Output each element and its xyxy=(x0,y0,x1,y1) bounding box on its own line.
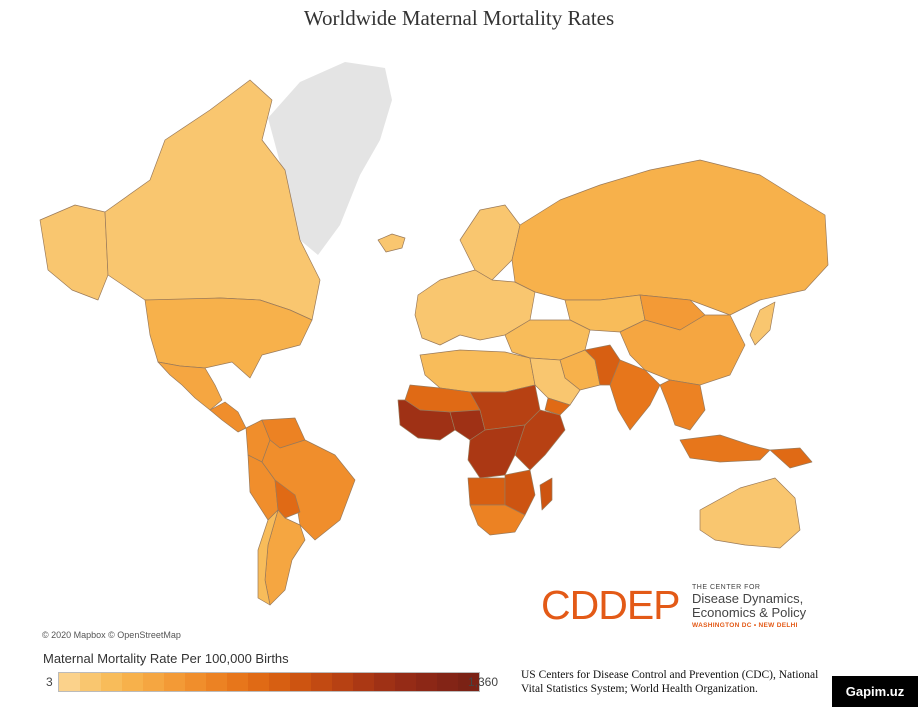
region-bolivia[interactable] xyxy=(274,479,301,519)
legend-max-label: 1,360 xyxy=(468,675,499,689)
region-alaska[interactable] xyxy=(39,204,109,301)
legend-title: Maternal Mortality Rate Per 100,000 Birt… xyxy=(43,651,289,666)
source-note: US Centers for Disease Control and Preve… xyxy=(521,668,851,696)
logo-locations: WASHINGTON DC • NEW DELHI xyxy=(692,622,798,629)
legend-color-ramp xyxy=(58,672,480,692)
region-china[interactable] xyxy=(619,314,746,386)
legend-swatch xyxy=(458,673,479,691)
region-arabian-peninsula[interactable] xyxy=(529,357,581,406)
legend-min-label: 3 xyxy=(46,675,53,689)
legend-swatch xyxy=(290,673,311,691)
region-east-africa[interactable] xyxy=(514,409,566,471)
source-line2: Vital Statistics System; World Health Or… xyxy=(521,683,758,695)
logo-wordmark: CDDEP xyxy=(541,582,681,628)
legend-swatch xyxy=(122,673,143,691)
cddep-logo: CDDEP THE CENTER FOR Disease Dynamics, E… xyxy=(541,582,841,642)
region-russia[interactable] xyxy=(511,159,829,316)
region-southern-africa[interactable] xyxy=(504,469,536,516)
region-angola[interactable] xyxy=(467,477,506,506)
legend-swatch xyxy=(164,673,185,691)
region-north-africa[interactable] xyxy=(419,349,536,393)
logo-tagline-line2: Economics & Policy xyxy=(692,605,807,620)
legend-swatch xyxy=(269,673,290,691)
legend-swatch xyxy=(206,673,227,691)
region-papua-new-guinea[interactable] xyxy=(769,447,813,469)
region-indonesia[interactable] xyxy=(679,434,771,463)
region-southeast-asia[interactable] xyxy=(659,379,706,431)
legend-swatch xyxy=(416,673,437,691)
legend-swatch xyxy=(80,673,101,691)
source-line1: US Centers for Disease Control and Preve… xyxy=(521,669,819,681)
legend-swatch xyxy=(101,673,122,691)
legend-swatch xyxy=(248,673,269,691)
legend-swatch xyxy=(185,673,206,691)
legend-swatch xyxy=(374,673,395,691)
region-mexico[interactable] xyxy=(157,361,223,411)
choropleth-map[interactable] xyxy=(0,40,918,630)
legend-swatch xyxy=(353,673,374,691)
legend-swatch xyxy=(437,673,458,691)
logo-tagline-small: THE CENTER FOR xyxy=(692,584,761,591)
legend-swatch xyxy=(395,673,416,691)
region-greenland[interactable] xyxy=(268,62,392,255)
legend-swatch xyxy=(311,673,332,691)
legend-swatch xyxy=(143,673,164,691)
region-south-africa[interactable] xyxy=(469,504,526,536)
map-attribution: © 2020 Mapbox © OpenStreetMap xyxy=(42,630,181,640)
region-central-africa[interactable] xyxy=(467,424,526,479)
legend-swatch xyxy=(332,673,353,691)
logo-tagline-line1: Disease Dynamics, xyxy=(692,591,804,606)
region-iceland[interactable] xyxy=(377,233,406,253)
watermark: Gapim.uz xyxy=(832,676,918,707)
region-madagascar[interactable] xyxy=(539,477,553,511)
legend-swatch xyxy=(227,673,248,691)
region-central-america[interactable] xyxy=(209,401,247,433)
logo-tagline: Disease Dynamics, Economics & Policy xyxy=(692,592,806,620)
region-australia[interactable] xyxy=(699,477,801,549)
region-scandinavia[interactable] xyxy=(459,204,521,281)
legend-swatch xyxy=(59,673,80,691)
region-chile[interactable] xyxy=(257,509,279,606)
region-india[interactable] xyxy=(609,359,661,431)
region-japan[interactable] xyxy=(749,301,776,346)
map-title: Worldwide Maternal Mortality Rates xyxy=(303,6,615,30)
